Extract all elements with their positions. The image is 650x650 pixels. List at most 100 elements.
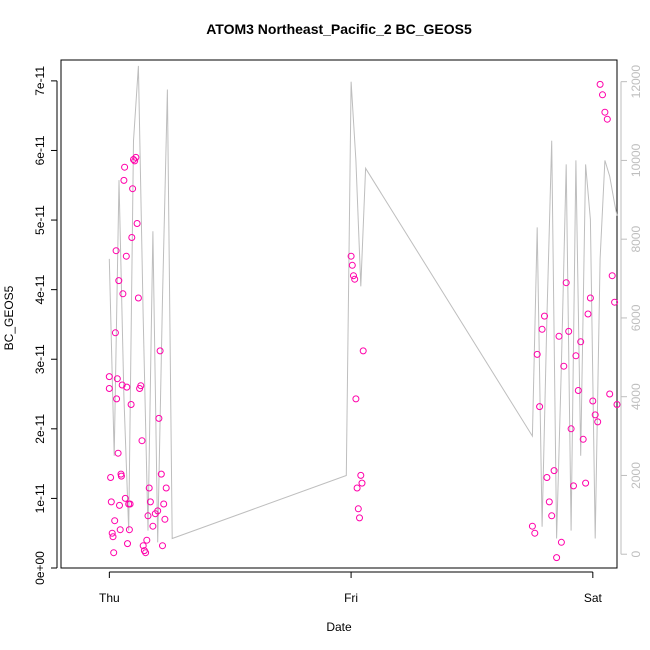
data-point: [359, 347, 367, 355]
data-point: [356, 514, 363, 522]
data-point: [550, 467, 558, 475]
data-point: [557, 538, 565, 546]
y-tick-label-right: 0: [629, 551, 643, 558]
data-point: [134, 294, 142, 302]
altitude-line: [108, 65, 618, 543]
data-point: [112, 247, 120, 255]
data-point: [560, 362, 568, 370]
data-point: [127, 401, 135, 408]
data-point: [594, 418, 602, 426]
data-point: [565, 327, 573, 335]
data-point: [553, 554, 561, 562]
data-point: [155, 414, 163, 422]
y-tick-label-right: 6000: [629, 304, 643, 331]
data-point: [608, 272, 616, 280]
data-point: [125, 526, 133, 534]
data-point: [154, 507, 162, 515]
data-point: [352, 395, 360, 403]
y-axis-label: BC_GEOS5: [2, 285, 16, 350]
data-point: [545, 498, 553, 506]
data-point: [111, 329, 119, 337]
data-point: [157, 470, 165, 478]
data-point: [536, 403, 544, 411]
data-point: [348, 261, 356, 269]
data-point: [350, 272, 357, 280]
data-point: [599, 91, 606, 99]
data-point: [586, 294, 594, 302]
data-point: [358, 479, 366, 487]
data-point: [143, 536, 151, 544]
data-point: [149, 522, 157, 530]
data-point: [146, 498, 154, 506]
x-axis-label: Date: [326, 620, 352, 634]
data-point: [121, 494, 129, 502]
y-tick-label-right: 10000: [629, 143, 643, 177]
data-point: [161, 515, 169, 523]
y-tick-label-left: 6e-11: [33, 135, 47, 165]
y-axis-left: 0e+00 1e-11 2e-11 3e-11 4e-11 5e-11 6e-11 7e-11: [33, 66, 58, 585]
data-point: [105, 385, 113, 392]
data-point: [107, 498, 115, 506]
data-point: [137, 382, 145, 390]
data-point: [528, 522, 536, 530]
x-tick-label: Fri: [344, 591, 358, 605]
y-tick-label-left: 2e-11: [33, 414, 47, 444]
data-point: [584, 310, 592, 318]
data-point: [117, 472, 125, 480]
data-point: [162, 484, 170, 492]
data-point: [570, 482, 577, 490]
data-point: [357, 471, 365, 479]
y-tick-label-right: 4000: [629, 383, 643, 410]
data-point: [582, 479, 590, 487]
data-point: [107, 474, 115, 481]
data-point: [562, 279, 570, 287]
data-point: [567, 425, 575, 433]
data-point: [531, 529, 539, 537]
x-tick-label: Thu: [99, 591, 120, 605]
data-point: [139, 542, 147, 550]
data-point: [129, 185, 137, 193]
data-point: [591, 411, 599, 419]
data-point: [113, 375, 121, 383]
data-point: [116, 501, 123, 509]
data-point: [108, 529, 116, 537]
y-tick-label-right: 2000: [629, 462, 643, 489]
data-point: [120, 176, 128, 184]
y-tick-label-left: 4e-11: [33, 274, 47, 304]
data-point: [142, 549, 150, 557]
altitude-line-layer: [108, 65, 618, 543]
y-axis-right: 0 2000 4000 6000 8000 10000 12000: [620, 65, 643, 558]
data-point: [144, 512, 152, 520]
data-point: [548, 512, 556, 520]
y-tick-label-left: 5e-11: [33, 205, 47, 235]
data-point: [123, 383, 131, 391]
data-point: [145, 484, 153, 492]
y-tick-label-left: 0e+00: [33, 551, 47, 585]
data-point: [354, 505, 362, 513]
data-point: [110, 549, 118, 557]
data-point: [159, 542, 166, 550]
data-point: [126, 500, 134, 508]
data-point: [601, 108, 609, 116]
y-tick-label-right: 12000: [629, 65, 643, 99]
data-point: [121, 163, 129, 171]
data-point: [114, 449, 122, 457]
data-point: [538, 325, 546, 333]
data-point: [603, 115, 611, 123]
data-point: [572, 352, 580, 360]
plot-frame: [60, 59, 618, 569]
y-tick-label-left: 1e-11: [33, 483, 47, 513]
data-point: [353, 484, 361, 492]
data-point: [611, 298, 619, 306]
data-point: [115, 277, 123, 285]
data-point: [351, 275, 359, 283]
data-point: [138, 437, 146, 445]
y-tick-label-left: 7e-11: [33, 66, 47, 96]
data-point: [156, 347, 164, 355]
data-point: [119, 290, 127, 298]
data-point: [105, 373, 113, 381]
x-tick-label: Sat: [584, 591, 603, 605]
data-point: [113, 395, 121, 403]
data-point: [347, 252, 355, 260]
